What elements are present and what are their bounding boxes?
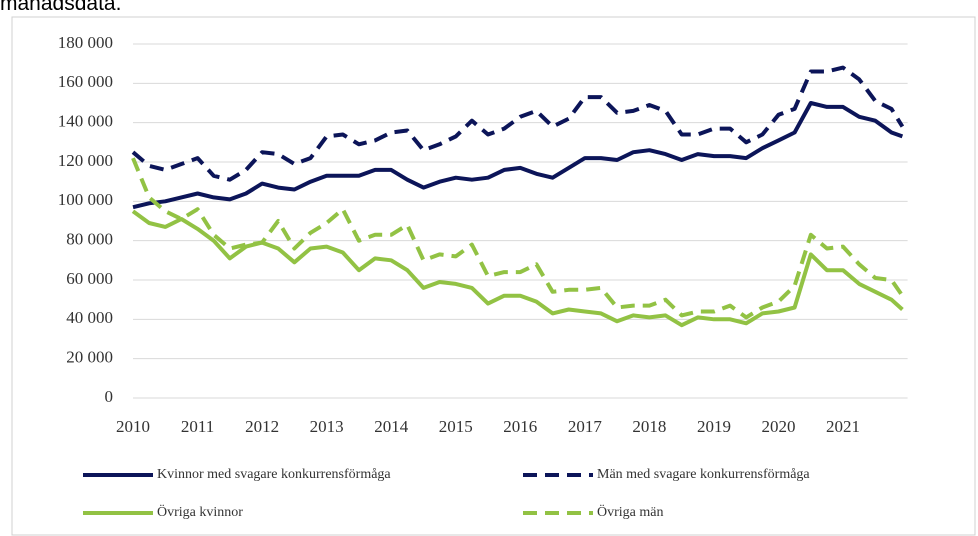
x-tick-label: 2013	[310, 417, 344, 436]
x-tick-label: 2011	[181, 417, 214, 436]
y-tick-label: 20 000	[66, 348, 113, 367]
y-tick-label: 160 000	[58, 72, 113, 91]
x-tick-label: 2019	[697, 417, 731, 436]
y-tick-label: 180 000	[58, 33, 113, 52]
legend-label: Övriga män	[597, 503, 663, 520]
y-tick-label: 140 000	[58, 112, 113, 131]
y-tick-label: 0	[105, 387, 114, 406]
x-tick-label: 2017	[568, 417, 603, 436]
y-tick-label: 80 000	[66, 230, 113, 249]
x-tick-label: 2015	[439, 417, 473, 436]
x-tick-label: 2018	[632, 417, 666, 436]
x-tick-label: 2014	[374, 417, 409, 436]
x-tick-label: 2016	[503, 417, 537, 436]
x-tick-label: 2010	[116, 417, 150, 436]
legend-label: Övriga kvinnor	[157, 503, 243, 520]
x-tick-label: 2020	[762, 417, 796, 436]
x-tick-label: 2012	[245, 417, 279, 436]
y-tick-label: 40 000	[66, 308, 113, 327]
y-tick-label: 120 000	[58, 151, 113, 170]
caption: månadsdata.	[0, 0, 121, 15]
chart-frame	[11, 16, 976, 536]
series-line	[132, 101, 904, 210]
y-tick-label: 60 000	[66, 269, 113, 288]
legend-label: Män med svagare konkurrensförmåga	[597, 467, 810, 482]
series-line	[131, 157, 905, 320]
x-tick-label: 2021	[826, 417, 860, 436]
legend-label: Kvinnor med svagare konkurrensförmåga	[157, 467, 391, 482]
y-tick-label: 100 000	[58, 190, 113, 209]
series-line	[131, 65, 905, 182]
